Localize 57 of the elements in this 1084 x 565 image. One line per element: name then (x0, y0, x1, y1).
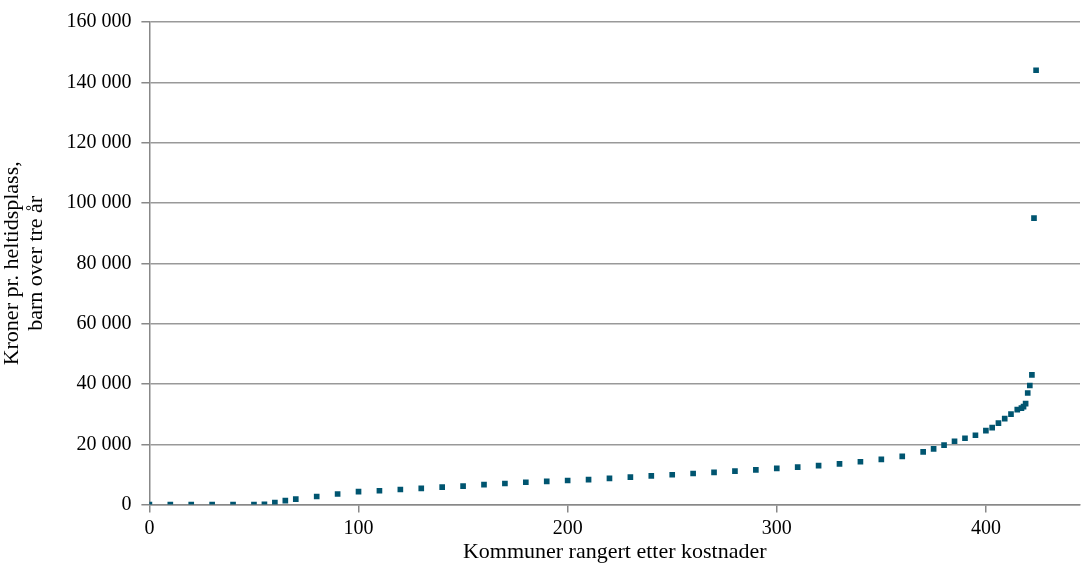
y-axis-title: Kroner pr. heltidsplass, barn over tre år (0, 161, 48, 366)
y-tick-label: 20 000 (76, 431, 132, 454)
y-tick-label: 40 000 (76, 371, 132, 394)
point (669, 471, 676, 478)
x-tick-label: 300 (761, 515, 792, 538)
point (439, 484, 445, 490)
x-tick-label: 400 (970, 515, 1001, 538)
point (543, 478, 550, 485)
x-axis-title: Kommuner rangert etter kostnader (462, 537, 768, 563)
point (460, 483, 466, 490)
point (836, 461, 843, 467)
point (418, 485, 425, 492)
point (857, 458, 864, 465)
point (376, 487, 383, 494)
point (989, 424, 995, 431)
y-tick-label: 0 (121, 491, 132, 514)
y-tick-label: 80 000 (76, 250, 132, 273)
point (1001, 415, 1008, 422)
point (1029, 372, 1035, 378)
point (995, 420, 1002, 426)
point (930, 445, 937, 452)
point (522, 479, 529, 486)
point (794, 464, 801, 471)
point (282, 497, 289, 504)
point (1033, 67, 1039, 74)
point (1024, 390, 1031, 396)
point (941, 442, 947, 449)
point (313, 493, 320, 500)
point (711, 469, 717, 476)
point (920, 448, 926, 455)
point (962, 435, 968, 442)
y-tick-label: 160 000 (66, 9, 132, 32)
point (481, 481, 487, 488)
point (292, 496, 299, 502)
point (334, 491, 341, 497)
x-tick-label: 200 (552, 515, 583, 538)
y-tick-label: 120 000 (66, 129, 132, 152)
point (815, 462, 822, 469)
y-tick-label: 100 000 (66, 190, 132, 213)
x-tick-label: 0 (144, 515, 155, 538)
x-tick-label: 100 (343, 515, 374, 538)
point (732, 468, 738, 474)
point (1031, 215, 1037, 221)
point (983, 427, 989, 434)
point (753, 467, 759, 473)
point (1008, 411, 1014, 417)
y-tick-label: 140 000 (66, 69, 132, 92)
point (502, 480, 508, 487)
point (627, 474, 634, 480)
point (951, 438, 958, 445)
point (648, 473, 655, 479)
point (690, 470, 696, 477)
point (773, 465, 780, 472)
point (1026, 382, 1033, 389)
y-tick-label: 60 000 (76, 310, 132, 333)
point (972, 432, 979, 439)
point (899, 453, 906, 460)
